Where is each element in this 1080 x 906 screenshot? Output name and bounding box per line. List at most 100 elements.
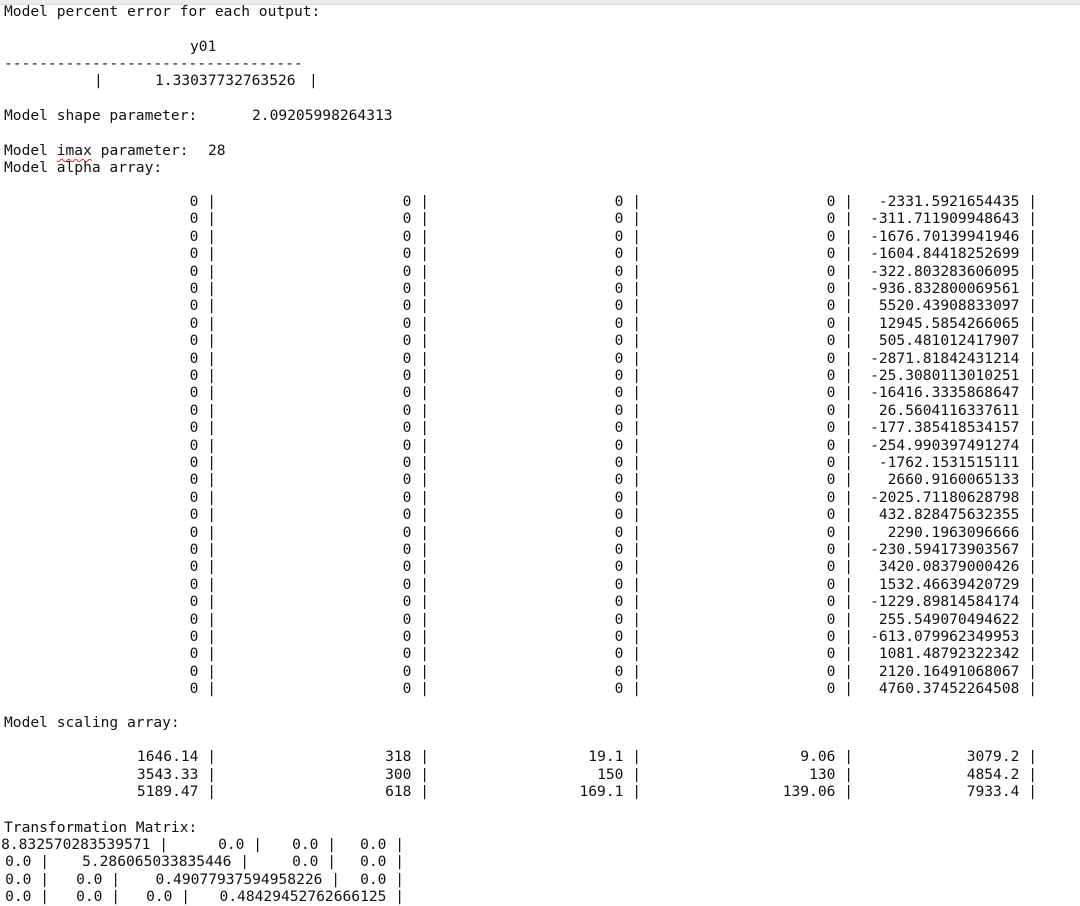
- alpha-cell: 0 |: [614, 210, 641, 228]
- alpha-cell: 0 |: [402, 280, 429, 297]
- alpha-cell: 0 |: [826, 454, 853, 471]
- alpha-cell: -1762.1531515111 |: [878, 454, 1037, 471]
- alpha-cell: 0 |: [189, 193, 216, 210]
- alpha-cell: 0 |: [402, 593, 429, 611]
- scaling-cell: 9.06 |: [800, 748, 853, 765]
- alpha-cell: 0 |: [402, 610, 429, 628]
- alpha-cell: 0 |: [614, 680, 641, 698]
- alpha-cell: 0 |: [402, 558, 429, 576]
- alpha-cell: 0 |: [614, 227, 641, 245]
- alpha-cell: 0 |: [189, 262, 216, 280]
- alpha-cell: 0 |: [614, 558, 641, 576]
- alpha-cell: 2660.9160065133 |: [887, 471, 1037, 489]
- scaling-cell: 19.1 |: [588, 748, 641, 765]
- alpha-cell: 0 |: [402, 488, 429, 506]
- alpha-cell: 2120.16491068067 |: [878, 662, 1037, 680]
- transform-cell: 0.49077937594958226 |: [155, 870, 340, 888]
- imax-parameter-value: 28: [208, 142, 226, 159]
- alpha-cell: -177.385418534157 |: [870, 419, 1037, 437]
- shape-parameter-label: Model shape parameter:: [4, 107, 198, 124]
- alpha-cell: 0 |: [614, 628, 641, 645]
- percent-error-title: Model percent error for each output:: [4, 3, 321, 20]
- transform-cell: 0.0 |: [360, 853, 404, 871]
- alpha-cell: 0 |: [826, 541, 853, 558]
- alpha-cell: 0 |: [614, 541, 641, 558]
- alpha-array-label: Model alpha array:: [4, 159, 163, 176]
- transform-cell: 0.0 |: [5, 870, 49, 888]
- percent-error-column-header: y01: [190, 38, 217, 55]
- alpha-cell: 0 |: [189, 454, 216, 471]
- alpha-cell: 0 |: [189, 488, 216, 506]
- scaling-cell: 150 |: [597, 765, 641, 783]
- alpha-cell: 0 |: [614, 280, 641, 297]
- alpha-cell: 1532.46639420729 |: [878, 575, 1037, 593]
- alpha-cell: 0 |: [826, 367, 853, 384]
- alpha-cell: 0 |: [189, 523, 216, 541]
- transform-cell: 0.0 |: [76, 887, 120, 905]
- alpha-cell: 0 |: [189, 227, 216, 245]
- alpha-cell: 0 |: [826, 419, 853, 437]
- scaling-cell: 300 |: [385, 765, 429, 783]
- alpha-cell: 0 |: [402, 297, 429, 315]
- alpha-cell: 12945.5854266065 |: [878, 314, 1037, 332]
- alpha-cell: -1604.84418252699 |: [870, 245, 1037, 263]
- scaling-cell: 4854.2 |: [966, 765, 1037, 783]
- alpha-cell: 3420.08379000426 |: [878, 558, 1037, 576]
- scaling-cell: 3543.33 |: [136, 765, 216, 783]
- alpha-cell: 0 |: [402, 332, 429, 350]
- transform-cell: 0.0 |: [5, 887, 49, 905]
- alpha-cell: 0 |: [189, 419, 216, 437]
- alpha-cell: 0 |: [189, 332, 216, 350]
- alpha-cell: 0 |: [189, 662, 216, 680]
- alpha-cell: 0 |: [826, 210, 853, 228]
- alpha-cell: 0 |: [614, 575, 641, 593]
- alpha-cell: 0 |: [826, 593, 853, 611]
- alpha-cell: 0 |: [826, 280, 853, 297]
- alpha-cell: 0 |: [826, 245, 853, 263]
- alpha-cell: 505.481012417907 |: [878, 332, 1037, 350]
- alpha-cell: -2331.5921654435 |: [878, 193, 1037, 210]
- alpha-cell: -25.3080113010251 |: [870, 367, 1037, 384]
- alpha-cell: 0 |: [614, 245, 641, 263]
- alpha-cell: 0 |: [826, 662, 853, 680]
- imax-label-post: parameter:: [91, 142, 189, 159]
- transform-cell: 0.0 |: [292, 853, 336, 871]
- alpha-cell: 0 |: [826, 401, 853, 419]
- alpha-cell: 0 |: [826, 610, 853, 628]
- alpha-cell: 432.828475632355 |: [878, 506, 1037, 524]
- alpha-cell: 0 |: [402, 436, 429, 454]
- percent-error-row-prefix: |: [94, 72, 103, 89]
- alpha-cell: 0 |: [189, 575, 216, 593]
- alpha-cell: -230.594173903567 |: [870, 541, 1037, 558]
- alpha-cell: 0 |: [826, 297, 853, 315]
- transform-cell: 0.0 |: [76, 870, 120, 888]
- alpha-cell: -322.803283606095 |: [870, 262, 1037, 280]
- alpha-cell: 0 |: [826, 488, 853, 506]
- transform-cell: 0.48429452762666125 |: [219, 887, 404, 905]
- alpha-cell: -613.079962349953 |: [870, 628, 1037, 645]
- alpha-cell: -1676.70139941946 |: [870, 227, 1037, 245]
- alpha-cell: 0 |: [189, 280, 216, 297]
- alpha-cell: -16416.3335868647 |: [870, 384, 1037, 402]
- alpha-cell: 0 |: [189, 384, 216, 402]
- alpha-cell: 0 |: [826, 523, 853, 541]
- alpha-cell: 0 |: [826, 262, 853, 280]
- alpha-cell: 0 |: [614, 384, 641, 402]
- alpha-cell: 0 |: [614, 471, 641, 489]
- alpha-cell: 0 |: [189, 401, 216, 419]
- alpha-cell: 0 |: [402, 349, 429, 367]
- alpha-cell: 0 |: [189, 314, 216, 332]
- alpha-cell: 0 |: [189, 297, 216, 315]
- scaling-cell: 1646.14 |: [136, 748, 216, 765]
- alpha-cell: 0 |: [826, 384, 853, 402]
- alpha-cell: 0 |: [614, 593, 641, 611]
- alpha-cell: 0 |: [402, 680, 429, 698]
- alpha-cell: 0 |: [189, 645, 216, 663]
- alpha-cell: 0 |: [614, 314, 641, 332]
- scaling-cell: 3079.2 |: [966, 748, 1037, 765]
- scaling-cell: 130 |: [809, 765, 853, 783]
- transform-cell: 5.286065033835446 |: [82, 853, 249, 871]
- transform-cell: 0.0 |: [292, 836, 336, 853]
- alpha-cell: -254.990397491274 |: [870, 436, 1037, 454]
- alpha-cell: 0 |: [826, 506, 853, 524]
